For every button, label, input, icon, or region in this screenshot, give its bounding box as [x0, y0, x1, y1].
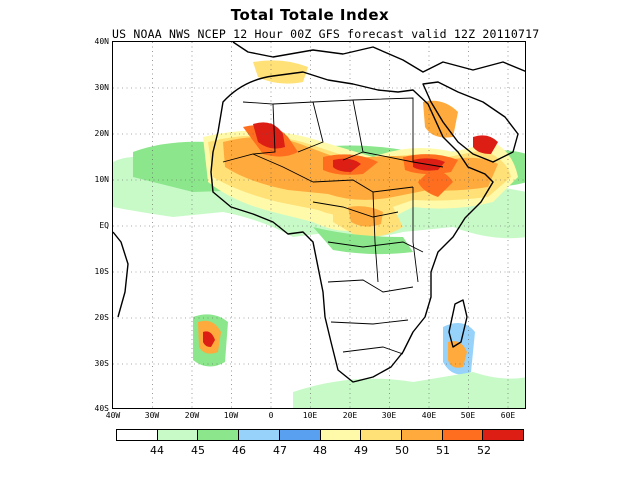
lat-label-20s: 20S — [94, 313, 109, 322]
colorbar-bin-3 — [239, 430, 280, 440]
lon-label-30w: 30W — [144, 411, 160, 420]
lat-label-20n: 20N — [94, 129, 109, 138]
colorbar-bin-1 — [157, 430, 199, 440]
colorbar-label-51: 51 — [436, 444, 450, 457]
index-shading — [113, 60, 525, 408]
map-plot-area — [112, 41, 526, 409]
colorbar-bin-4 — [279, 430, 321, 440]
colorbar-bin-5 — [320, 430, 362, 440]
colorbar-label-45: 45 — [191, 444, 205, 457]
lat-label-30n: 30N — [94, 83, 109, 92]
colorbar-label-47: 47 — [273, 444, 287, 457]
colorbar-label-52: 52 — [477, 444, 491, 457]
lon-label-60e: 60E — [500, 411, 516, 420]
colorbar-label-50: 50 — [395, 444, 409, 457]
lat-label-30s: 30S — [94, 359, 109, 368]
colorbar-bin-8 — [442, 430, 484, 440]
africa-coastline — [210, 71, 494, 383]
lon-label-30e: 30E — [381, 411, 397, 420]
graticule — [113, 42, 525, 408]
lon-label-0: 0 — [268, 411, 274, 420]
lon-label-40e: 40E — [421, 411, 437, 420]
colorbar-label-46: 46 — [232, 444, 246, 457]
lon-label-10w: 10W — [223, 411, 239, 420]
shading-southern-ocean — [293, 372, 525, 408]
shading-north-africa — [253, 60, 308, 84]
shading-south-atlantic-peak — [203, 331, 215, 347]
shading-band-53 — [253, 122, 498, 172]
colorbar-bin-7 — [401, 430, 443, 440]
lat-label-eq: EQ — [99, 221, 109, 230]
lat-label-10s: 10S — [94, 267, 109, 276]
lat-label-10n: 10N — [94, 175, 109, 184]
shading-mozambique-core — [448, 341, 467, 368]
plot-subtitle: US NOAA NWS NCEP 12 Hour 00Z GFS forecas… — [112, 27, 540, 41]
colorbar-label-49: 49 — [354, 444, 368, 457]
plot-title: Total Totale Index — [230, 6, 390, 24]
country-borders — [222, 97, 444, 355]
lon-label-50e: 50E — [460, 411, 476, 420]
colorbar-bin-9 — [483, 430, 524, 440]
coastlines — [113, 42, 525, 383]
colorbar-label-48: 48 — [313, 444, 327, 457]
lon-label-20w: 20W — [184, 411, 200, 420]
colorbar-bin-2 — [198, 430, 240, 440]
colorbar — [116, 429, 524, 441]
south-america-coastline — [113, 231, 129, 318]
lon-label-20e: 20E — [342, 411, 358, 420]
lat-label-40n: 40N — [94, 37, 109, 46]
lon-label-40w: 40W — [105, 411, 121, 420]
tt-index-map — [113, 42, 525, 408]
colorbar-bin-0 — [117, 430, 158, 440]
lon-label-10e: 10E — [302, 411, 318, 420]
arabia-coastline — [422, 81, 519, 163]
shading-eq-green — [313, 227, 413, 255]
colorbar-label-44: 44 — [150, 444, 164, 457]
madagascar-coastline — [448, 299, 468, 348]
europe-coastline — [232, 42, 525, 73]
lat-label-40s: 40S — [94, 404, 109, 413]
colorbar-bin-6 — [361, 430, 402, 440]
